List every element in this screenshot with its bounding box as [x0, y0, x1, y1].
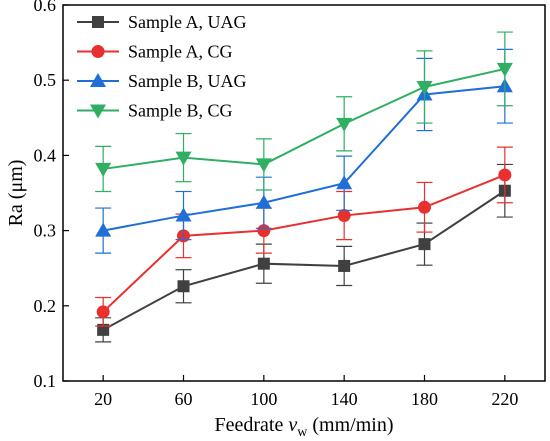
legend-item: Sample A, CG: [77, 42, 233, 62]
x-tick-label: 100: [250, 389, 277, 409]
data-point: [255, 158, 272, 173]
x-tick-label: 20: [94, 389, 112, 409]
x-axis-title-prefix: Feedrate: [215, 414, 289, 436]
data-point: [177, 280, 190, 293]
legend-marker: [90, 104, 106, 119]
legend-item: Sample A, UAG: [77, 12, 247, 32]
data-point: [97, 323, 110, 336]
x-tick-label: 140: [331, 389, 358, 409]
series-line: [103, 67, 506, 170]
x-tick-label: 180: [411, 389, 438, 409]
legend-item: Sample B, UAG: [77, 71, 247, 91]
y-axis-title: Ra (μm): [5, 160, 27, 227]
y-tick-label: 0.6: [34, 0, 57, 15]
data-point: [175, 207, 192, 222]
legend-marker: [91, 45, 105, 58]
series-layer: [95, 31, 513, 343]
data-point: [257, 224, 271, 238]
data-point: [338, 259, 351, 272]
data-point: [336, 175, 353, 190]
x-axis-title: Feedrate vw (mm/min): [215, 414, 394, 440]
series-4: [95, 31, 513, 193]
series-line: [102, 174, 506, 313]
y-tick-label: 0.4: [34, 145, 57, 165]
data-point: [496, 62, 513, 77]
series-line: [102, 85, 505, 232]
legend-label: Sample A, CG: [128, 42, 233, 62]
legend-label: Sample B, CG: [128, 101, 233, 121]
data-point: [96, 305, 110, 319]
x-tick-label: 220: [491, 389, 518, 409]
data-point: [95, 222, 112, 237]
x-axis-title-unit: (mm/min): [307, 414, 393, 436]
series-line: [102, 189, 506, 331]
legend-label: Sample B, UAG: [128, 71, 247, 91]
y-tick-label: 0.1: [34, 371, 57, 391]
data-point: [336, 117, 353, 132]
legend: Sample A, UAG Sample A, CG Sample B, UAG Sa…: [77, 12, 247, 121]
series-1: [95, 163, 513, 343]
data-point: [175, 151, 192, 166]
legend-label: Sample A, UAG: [128, 12, 247, 32]
legend-marker: [90, 73, 106, 87]
data-point: [257, 257, 270, 270]
data-point: [498, 168, 512, 182]
data-point: [416, 80, 433, 95]
data-point: [337, 209, 351, 223]
y-tick-label: 0.5: [34, 70, 57, 90]
data-point: [418, 200, 431, 214]
x-axis-title-subscript: w: [297, 425, 308, 440]
data-point: [418, 238, 431, 251]
tick-labels: 20 60 100 140 180 220 0.1 0.2 0.3 0.4 0.5 0.6: [34, 0, 519, 409]
x-axis-title-variable: v: [288, 414, 297, 436]
series-2: [95, 146, 513, 327]
data-point: [255, 194, 272, 209]
y-tick-label: 0.3: [34, 221, 57, 241]
legend-item: Sample B, CG: [77, 101, 233, 121]
plot-frame: [62, 4, 546, 382]
x-tick-label: 60: [175, 389, 193, 409]
y-tick-label: 0.2: [34, 296, 57, 316]
legend-marker: [92, 16, 104, 28]
data-point: [95, 162, 112, 177]
